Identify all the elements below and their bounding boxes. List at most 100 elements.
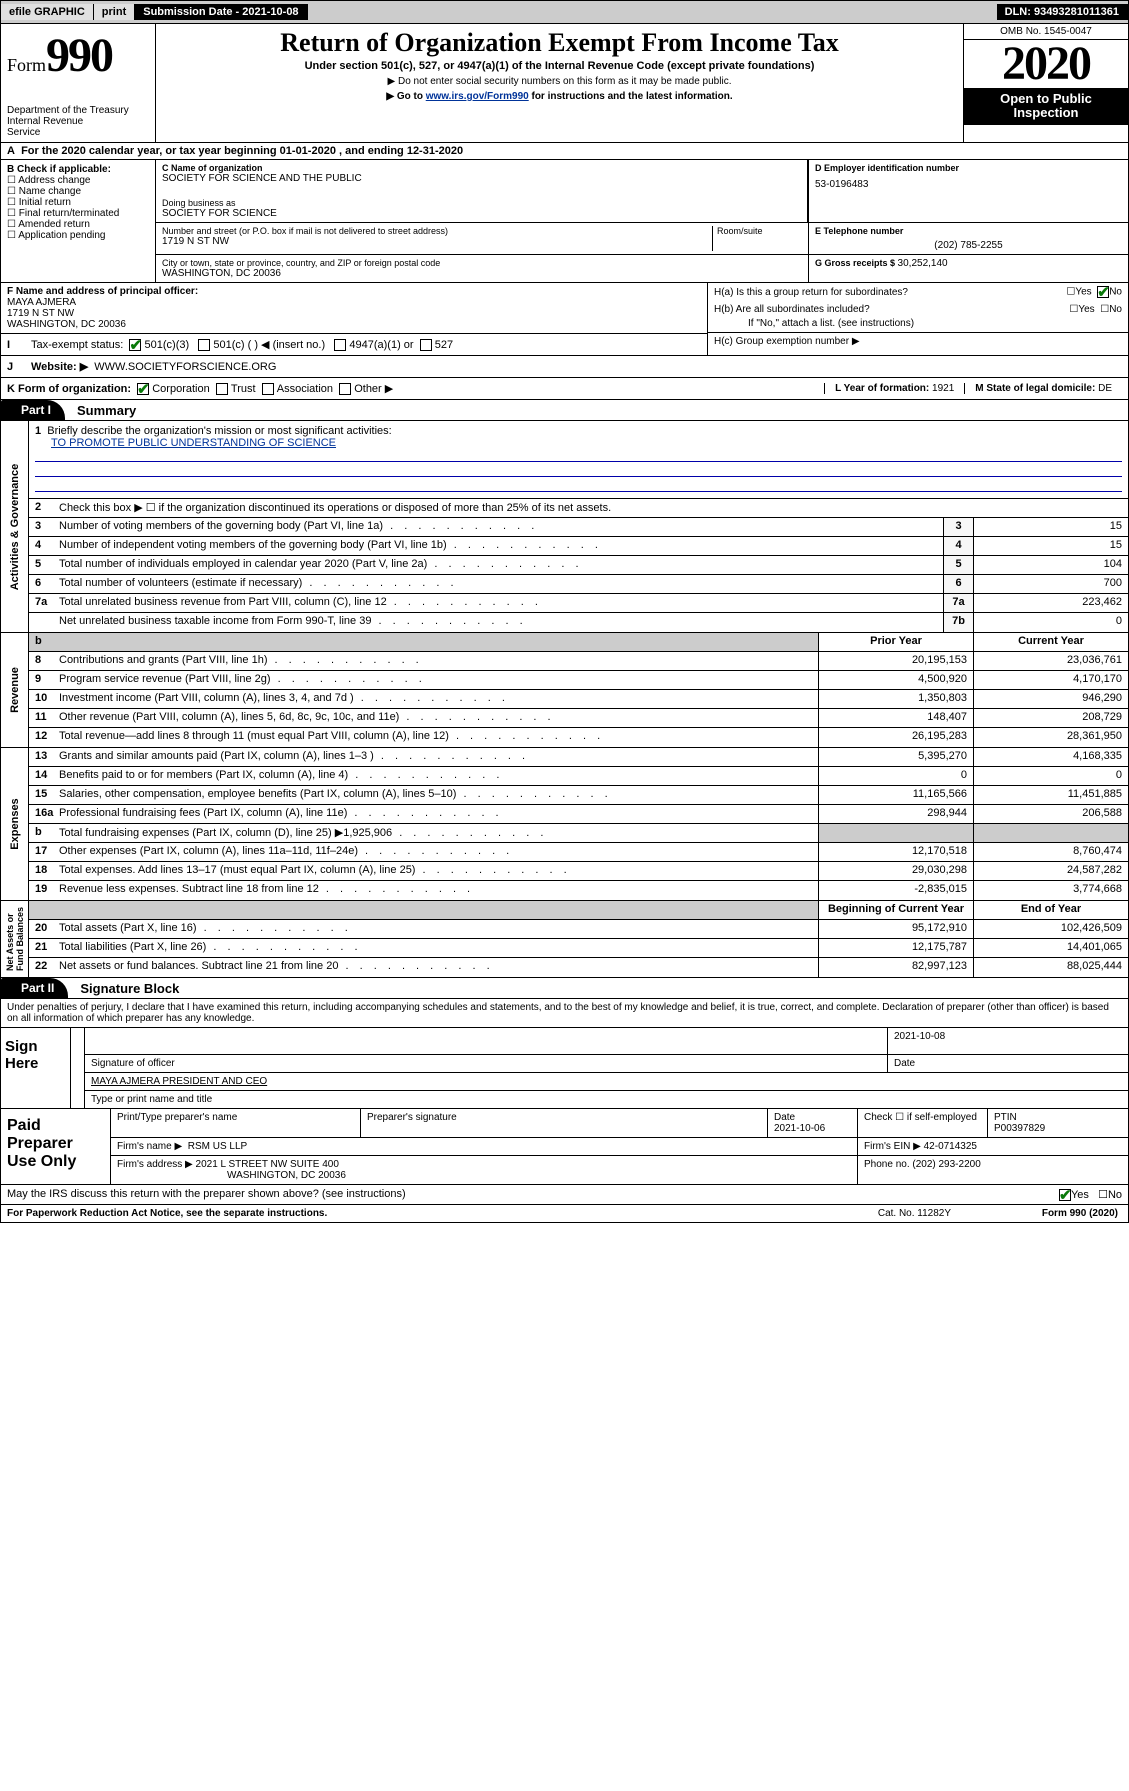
e-telephone: E Telephone number (202) 785-2255 bbox=[808, 223, 1128, 254]
note-link-row: ▶ Go to www.irs.gov/Form990 for instruct… bbox=[164, 91, 955, 102]
summary-line-11: 11 Other revenue (Part VIII, column (A),… bbox=[29, 709, 1128, 728]
instructions-link[interactable]: www.irs.gov/Form990 bbox=[426, 91, 529, 102]
chk-final-return[interactable]: ☐ Final return/terminated bbox=[7, 208, 149, 219]
submission-date-label: Submission Date - bbox=[143, 6, 242, 18]
vbar-governance: Activities & Governance bbox=[9, 463, 21, 590]
chk-initial-return[interactable]: ☐ Initial return bbox=[7, 197, 149, 208]
mission-blank2 bbox=[35, 466, 1122, 477]
ha-no: No bbox=[1109, 287, 1122, 298]
dln-cell: DLN: 93493281011361 bbox=[997, 4, 1128, 20]
summary-line-15: 15 Salaries, other compensation, employe… bbox=[29, 786, 1128, 805]
form-header: Form990 Department of the Treasury Inter… bbox=[1, 24, 1128, 143]
hdr-eoy: End of Year bbox=[973, 901, 1128, 919]
sign-here-label: Sign Here bbox=[1, 1028, 71, 1108]
chk-name-change[interactable]: ☐ Name change bbox=[7, 186, 149, 197]
form-title: Return of Organization Exempt From Incom… bbox=[164, 28, 955, 58]
summary-line-21: 21 Total liabilities (Part X, line 26) 1… bbox=[29, 939, 1128, 958]
part2-header: Part II Signature Block bbox=[1, 978, 1128, 998]
mission-text: TO PROMOTE PUBLIC UNDERSTANDING OF SCIEN… bbox=[35, 437, 1122, 449]
ha-label: H(a) Is this a group return for subordin… bbox=[714, 287, 1066, 298]
officer-addr1: 1719 N ST NW bbox=[7, 308, 701, 319]
prep-name-hdr: Print/Type preparer's name bbox=[111, 1109, 361, 1137]
row-bcdeg: B Check if applicable: ☐ Address change … bbox=[1, 160, 1128, 283]
firm-addr2: WASHINGTON, DC 20036 bbox=[117, 1170, 851, 1181]
chk-501c[interactable] bbox=[198, 339, 210, 351]
summary-line-10: 10 Investment income (Part VIII, column … bbox=[29, 690, 1128, 709]
summary-line-8: 8 Contributions and grants (Part VIII, l… bbox=[29, 652, 1128, 671]
note-ssn: ▶ Do not enter social security numbers o… bbox=[164, 76, 955, 87]
tax-exempt-label: Tax-exempt status: bbox=[31, 339, 123, 351]
city-value: WASHINGTON, DC 20036 bbox=[162, 268, 802, 279]
summary-line-19: 19 Revenue less expenses. Subtract line … bbox=[29, 881, 1128, 900]
chk-4947[interactable] bbox=[334, 339, 346, 351]
txt-4947: 4947(a)(1) or bbox=[349, 339, 413, 351]
k-label: K Form of organization: bbox=[7, 383, 131, 395]
lbl-final-return: Final return/terminated bbox=[19, 208, 120, 219]
revenue-section: Revenue bPrior YearCurrent Year 8 Contri… bbox=[1, 633, 1128, 747]
txt-501c3: 501(c)(3) bbox=[145, 339, 190, 351]
lbl-amended-return: Amended return bbox=[18, 219, 90, 230]
f-officer: F Name and address of principal officer:… bbox=[1, 283, 707, 334]
box-b: B Check if applicable: ☐ Address change … bbox=[1, 160, 156, 282]
chk-address-change[interactable]: ☐ Address change bbox=[7, 175, 149, 186]
prep-date-hdr: Date bbox=[774, 1112, 851, 1123]
chk-association[interactable] bbox=[262, 383, 274, 395]
firm-name-label: Firm's name ▶ bbox=[117, 1141, 182, 1152]
chk-corporation[interactable] bbox=[137, 383, 149, 395]
c-name: C Name of organization SOCIETY FOR SCIEN… bbox=[156, 160, 808, 222]
discuss-no: No bbox=[1108, 1189, 1122, 1201]
part1-header: Part I Summary bbox=[1, 400, 1128, 420]
topbar: efile GRAPHIC print Submission Date - 20… bbox=[0, 0, 1129, 24]
lbl-name-change: Name change bbox=[19, 186, 81, 197]
summary-line-14: 14 Benefits paid to or for members (Part… bbox=[29, 767, 1128, 786]
hc-label: H(c) Group exemption number ▶ bbox=[708, 332, 1128, 350]
txt-other: Other ▶ bbox=[354, 382, 393, 395]
firm-addr1: 2021 L STREET NW SUITE 400 bbox=[196, 1159, 339, 1170]
hdr-bcy: Beginning of Current Year bbox=[818, 901, 973, 919]
chk-trust[interactable] bbox=[216, 383, 228, 395]
dba-value: SOCIETY FOR SCIENCE bbox=[162, 208, 801, 219]
summary-line-6: 6 Total number of volunteers (estimate i… bbox=[29, 575, 1128, 594]
firm-ein-label: Firm's EIN ▶ bbox=[864, 1141, 921, 1152]
lbl-address-change: Address change bbox=[18, 175, 90, 186]
lbl-application-pending: Application pending bbox=[18, 230, 105, 241]
chk-other[interactable] bbox=[339, 383, 351, 395]
summary-line-17: 17 Other expenses (Part IX, column (A), … bbox=[29, 843, 1128, 862]
summary-line-22: 22 Net assets or fund balances. Subtract… bbox=[29, 958, 1128, 977]
sign-date: 2021-10-08 bbox=[888, 1028, 1128, 1054]
c-name-label: C Name of organization bbox=[162, 163, 801, 173]
tax-year: 2020 bbox=[964, 40, 1128, 88]
part1-title: Summary bbox=[65, 403, 136, 418]
form-subtitle: Under section 501(c), 527, or 4947(a)(1)… bbox=[164, 60, 955, 72]
summary-line-7b: Net unrelated business taxable income fr… bbox=[29, 613, 1128, 632]
tel-value: (202) 785-2255 bbox=[815, 240, 1122, 251]
firm-addr-label: Firm's address ▶ bbox=[117, 1159, 193, 1170]
ein-label: D Employer identification number bbox=[815, 163, 1122, 173]
chk-amended-return[interactable]: ☐ Amended return bbox=[7, 219, 149, 230]
form-990-label: Form990 bbox=[7, 28, 149, 83]
box-b-label: B Check if applicable: bbox=[7, 164, 149, 175]
discuss-label: May the IRS discuss this return with the… bbox=[7, 1188, 1059, 1201]
line-a: A For the 2020 calendar year, or tax yea… bbox=[1, 143, 1128, 160]
tel-label: E Telephone number bbox=[815, 226, 1122, 236]
h-block: H(a) Is this a group return for subordin… bbox=[708, 283, 1128, 355]
chk-501c3[interactable] bbox=[129, 339, 141, 351]
summary-line-12: 12 Total revenue—add lines 8 through 11 … bbox=[29, 728, 1128, 747]
chk-discuss-yes[interactable] bbox=[1059, 1189, 1071, 1201]
lbl-initial-return: Initial return bbox=[19, 197, 71, 208]
header-right: OMB No. 1545-0047 2020 Open to Public In… bbox=[963, 24, 1128, 142]
form-number: 990 bbox=[46, 29, 112, 82]
chk-ha-no[interactable] bbox=[1097, 286, 1109, 298]
chk-527[interactable] bbox=[420, 339, 432, 351]
ein-value: 53-0196483 bbox=[815, 179, 1122, 190]
activities-governance-section: Activities & Governance 1 Briefly descri… bbox=[1, 421, 1128, 632]
paid-preparer-block: Paid Preparer Use Only Print/Type prepar… bbox=[1, 1109, 1128, 1185]
c-street: Number and street (or P.O. box if mail i… bbox=[162, 226, 712, 251]
l2-text: Check this box ▶ ☐ if the organization d… bbox=[55, 499, 1128, 517]
summary-line-7a: 7a Total unrelated business revenue from… bbox=[29, 594, 1128, 613]
typed-name-label: Type or print name and title bbox=[85, 1091, 1128, 1108]
l1-label: Briefly describe the organization's miss… bbox=[47, 425, 391, 437]
chk-application-pending[interactable]: ☐ Application pending bbox=[7, 230, 149, 241]
firm-ein: 42-0714325 bbox=[924, 1141, 977, 1152]
print-cell[interactable]: print bbox=[94, 4, 135, 20]
